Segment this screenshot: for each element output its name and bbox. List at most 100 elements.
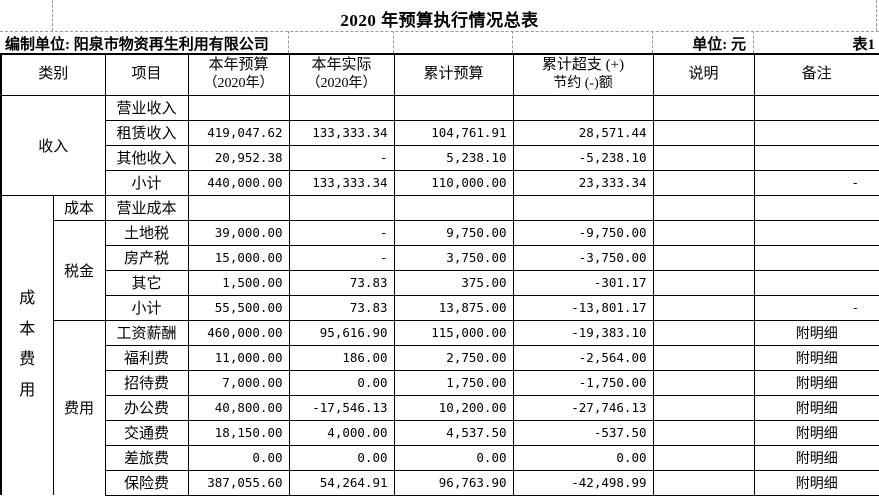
col-header-variance-line1: 累计超支 (+) — [541, 56, 625, 73]
subcategory-cell-tax: 税金 — [52, 219, 106, 321]
col-header-budget-line1: 本年预算 — [208, 56, 269, 73]
gridline — [288, 31, 289, 53]
col-header-actual-line2: （2020年） — [306, 76, 377, 92]
cell-note — [652, 319, 755, 346]
cell-item: 保险费 — [104, 469, 189, 496]
cell-item: 差旅费 — [104, 444, 189, 471]
cell-cum-budget: 1,750.00 — [393, 369, 514, 396]
cell-note — [652, 444, 755, 471]
cell-item: 小计 — [104, 169, 189, 196]
gridline — [393, 31, 394, 53]
col-header-remark: 备注 — [753, 53, 879, 96]
title-row: 2020 年预算执行情况总表 — [0, 0, 879, 32]
cell-budget: 387,055.60 — [187, 469, 290, 496]
cell-item: 小计 — [104, 294, 189, 321]
cell-actual: 0.00 — [288, 444, 395, 471]
col-header-actual-line1: 本年实际 — [311, 56, 372, 73]
cell-budget: 0.00 — [187, 444, 290, 471]
cell-remark: 附明细 — [753, 469, 879, 496]
prepared-by-label: 编制单位: 阳泉市物资再生利用有限公司 — [5, 37, 269, 53]
col-header-variance: 累计超支 (+) 节约 (-)额 — [512, 53, 654, 96]
table-row: 费用 工资薪酬 460,000.00 95,616.90 115,000.00 … — [1, 319, 879, 495]
cell-budget: 55,500.00 — [187, 294, 290, 321]
subcategory-cell-expense: 费用 — [52, 319, 106, 495]
cell-cum-budget — [393, 94, 514, 121]
cell-budget — [187, 94, 290, 121]
cell-remark: 附明细 — [753, 319, 879, 346]
cell-item: 房产税 — [104, 244, 189, 271]
category-cell-cost-expense: 成本费用 — [0, 194, 54, 495]
cell-variance: -5,238.10 — [512, 144, 654, 171]
category-vertical-label: 成本费用 — [19, 290, 36, 399]
col-header-actual: 本年实际 （2020年） — [288, 53, 395, 96]
cell-note — [652, 294, 755, 321]
cell-cum-budget: 375.00 — [393, 269, 514, 296]
table-row: 福利费 11,000.00 186.00 2,750.00 -2,564.00 … — [1, 344, 879, 371]
col-header-budget-line2: （2020年） — [203, 76, 274, 92]
cell-actual: 133,333.34 — [288, 169, 395, 196]
cell-budget: 460,000.00 — [187, 319, 290, 346]
cell-note — [652, 194, 755, 221]
table-row: 小计 55,500.00 73.83 13,875.00 -13,801.17 … — [1, 294, 879, 321]
table-row: 收入 营业收入 — [0, 94, 879, 196]
cell-actual: 54,264.91 — [288, 469, 395, 496]
cell-actual: -17,546.13 — [288, 394, 395, 421]
cell-cum-budget: 2,750.00 — [393, 344, 514, 371]
cell-note — [652, 469, 755, 496]
cell-item: 其它 — [104, 269, 189, 296]
cell-variance: 23,333.34 — [512, 169, 654, 196]
table-number-label: 表1 — [852, 37, 875, 53]
table-row: 税金 土地税 39,000.00 - 9,750.00 -9,750.00 — [1, 219, 879, 321]
cell-item: 交通费 — [104, 419, 189, 446]
col-header-variance-line2: 节约 (-)额 — [553, 76, 613, 92]
cell-budget: 419,047.62 — [187, 119, 290, 146]
col-header-note: 说明 — [652, 53, 755, 96]
cell-item: 营业收入 — [104, 94, 189, 121]
table-row: 小计 440,000.00 133,333.34 110,000.00 23,3… — [1, 169, 879, 196]
cell-variance: -9,750.00 — [512, 219, 654, 246]
category-cell-income: 收入 — [0, 94, 106, 196]
cell-cum-budget: 9,750.00 — [393, 219, 514, 246]
cell-remark — [753, 219, 879, 246]
cell-note — [652, 269, 755, 296]
cell-cum-budget: 3,750.00 — [393, 244, 514, 271]
cell-cum-budget: 13,875.00 — [393, 294, 514, 321]
unit-label: 单位: 元 — [692, 37, 746, 53]
cell-variance: -42,498.99 — [512, 469, 654, 496]
cell-cum-budget: 115,000.00 — [393, 319, 514, 346]
table-row: 房产税 15,000.00 - 3,750.00 -3,750.00 — [1, 244, 879, 271]
cell-cum-budget: 0.00 — [393, 444, 514, 471]
cell-variance: -2,564.00 — [512, 344, 654, 371]
cell-variance — [512, 94, 654, 121]
cell-variance: -19,383.10 — [512, 319, 654, 346]
cell-variance: 28,571.44 — [512, 119, 654, 146]
table-row: 保险费 387,055.60 54,264.91 96,763.90 -42,4… — [1, 469, 879, 496]
cell-cum-budget: 104,761.91 — [393, 119, 514, 146]
cell-remark — [753, 144, 879, 171]
cell-budget: 18,150.00 — [187, 419, 290, 446]
cell-item: 营业成本 — [104, 194, 189, 221]
cell-item: 土地税 — [104, 219, 189, 246]
cell-remark — [753, 194, 879, 221]
cell-item: 福利费 — [104, 344, 189, 371]
cell-cum-budget — [393, 194, 514, 221]
col-header-item: 项目 — [104, 53, 189, 96]
cell-note — [652, 169, 755, 196]
cell-item: 其他收入 — [104, 144, 189, 171]
cell-item: 工资薪酬 — [104, 319, 189, 346]
col-header-budget: 本年预算 （2020年） — [187, 53, 290, 96]
table-row: 办公费 40,800.00 -17,546.13 10,200.00 -27,7… — [1, 394, 879, 421]
cell-item: 租赁收入 — [104, 119, 189, 146]
cell-item: 办公费 — [104, 394, 189, 421]
cell-actual: 133,333.34 — [288, 119, 395, 146]
cell-note — [652, 144, 755, 171]
cell-actual: 73.83 — [288, 294, 395, 321]
subcategory-cell-cost: 成本 — [52, 194, 106, 221]
cell-budget — [187, 194, 290, 221]
cell-actual: 73.83 — [288, 269, 395, 296]
cell-note — [652, 344, 755, 371]
cell-budget: 40,800.00 — [187, 394, 290, 421]
table-row: 成本费用 成本 营业成本 — [0, 194, 879, 495]
cell-remark: 附明细 — [753, 394, 879, 421]
